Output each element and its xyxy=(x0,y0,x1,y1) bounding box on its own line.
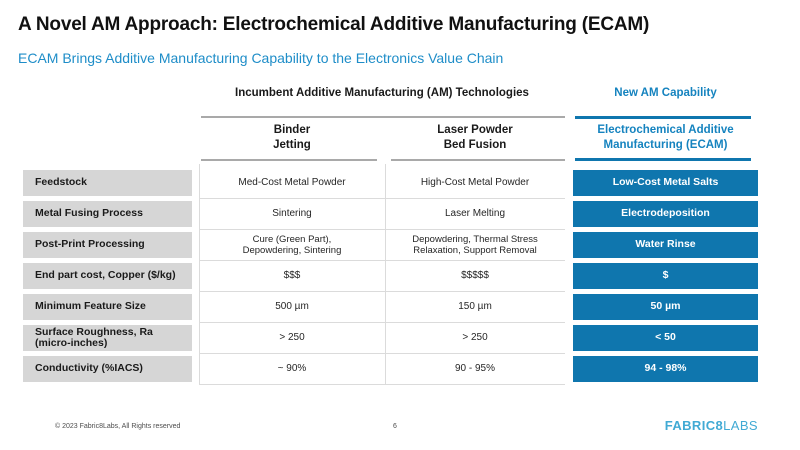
slide-subtitle: ECAM Brings Additive Manufacturing Capab… xyxy=(18,50,504,66)
comparison-table: Feedstock Med-Cost Metal Powder High-Cos… xyxy=(23,164,758,387)
cell-ecam: < 50 xyxy=(573,325,758,351)
fabric8labs-logo: FABRIC8LABS xyxy=(665,418,758,433)
table-row: Feedstock Med-Cost Metal Powder High-Cos… xyxy=(23,164,758,202)
column-header-binder-jetting: Binder Jetting xyxy=(273,124,311,151)
cell-binder-jetting: $$$ xyxy=(199,257,385,295)
row-label: Metal Fusing Process xyxy=(23,201,192,227)
table-row: End part cost, Copper ($/kg) $$$ $$$$$ $ xyxy=(23,257,758,295)
cell-laser-pbf: Laser Melting xyxy=(385,195,565,233)
cell-binder-jetting: > 250 xyxy=(199,319,385,357)
logo-labs: LABS xyxy=(723,418,758,433)
table-row: Conductivity (%IACS) ~ 90% 90 - 95% 94 -… xyxy=(23,350,758,385)
table-row: Post-Print Processing Cure (Green Part),… xyxy=(23,226,758,264)
cell-laser-pbf: 90 - 95% xyxy=(385,350,565,385)
cell-ecam: Water Rinse xyxy=(573,232,758,258)
column-header-laser-pbf: Laser Powder Bed Fusion xyxy=(437,124,513,151)
cell-binder-jetting: 500 µm xyxy=(199,288,385,326)
group-header-new-capability: New AM Capability xyxy=(614,87,717,99)
row-label: Surface Roughness, Ra (micro-inches) xyxy=(23,325,192,351)
cell-binder-jetting: Sintering xyxy=(199,195,385,233)
row-label: Post-Print Processing xyxy=(23,232,192,258)
cell-ecam: 50 µm xyxy=(573,294,758,320)
row-label: Feedstock xyxy=(23,170,192,196)
row-label: Minimum Feature Size xyxy=(23,294,192,320)
column-header-ecam: Electrochemical Additive Manufacturing (… xyxy=(597,124,734,151)
page-number: 6 xyxy=(393,423,397,430)
row-label: Conductivity (%IACS) xyxy=(23,356,192,382)
cell-binder-jetting: ~ 90% xyxy=(199,350,385,385)
cell-binder-jetting: Cure (Green Part), Depowdering, Sinterin… xyxy=(199,226,385,264)
logo-fabric8: FABRIC8 xyxy=(664,418,724,433)
copyright-text: © 2023 Fabric8Labs, All Rights reserved xyxy=(55,423,181,430)
table-row: Minimum Feature Size 500 µm 150 µm 50 µm xyxy=(23,288,758,326)
cell-ecam: Low-Cost Metal Salts xyxy=(573,170,758,196)
cell-laser-pbf: > 250 xyxy=(385,319,565,357)
cell-ecam: $ xyxy=(573,263,758,289)
rule-laser-bottom xyxy=(391,159,565,161)
cell-laser-pbf: $$$$$ xyxy=(385,257,565,295)
rule-binder-bottom xyxy=(201,159,377,161)
cell-binder-jetting: Med-Cost Metal Powder xyxy=(199,164,385,202)
cell-ecam: Electrodeposition xyxy=(573,201,758,227)
rule-ecam-top xyxy=(575,116,751,119)
cell-laser-pbf: 150 µm xyxy=(385,288,565,326)
rule-ecam-bottom xyxy=(575,158,751,161)
row-label: End part cost, Copper ($/kg) xyxy=(23,263,192,289)
table-row: Surface Roughness, Ra (micro-inches) > 2… xyxy=(23,319,758,357)
cell-laser-pbf: High-Cost Metal Powder xyxy=(385,164,565,202)
cell-ecam: 94 - 98% xyxy=(573,356,758,382)
table-row: Metal Fusing Process Sintering Laser Mel… xyxy=(23,195,758,233)
cell-laser-pbf: Depowdering, Thermal Stress Relaxation, … xyxy=(385,226,565,264)
slide-title: A Novel AM Approach: Electrochemical Add… xyxy=(18,14,650,35)
rule-incumbent-top xyxy=(201,116,565,118)
group-header-incumbent: Incumbent Additive Manufacturing (AM) Te… xyxy=(235,87,529,99)
